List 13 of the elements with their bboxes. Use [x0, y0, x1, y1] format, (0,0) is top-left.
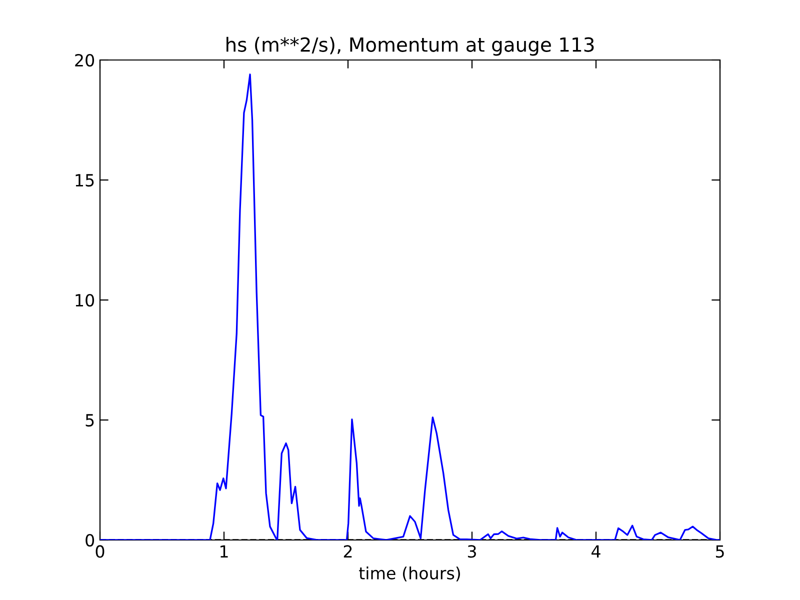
y-tick-label: 0	[86, 534, 94, 547]
x-tick-label: 3	[468, 545, 476, 558]
chart-title: hs (m**2/s), Momentum at gauge 113	[226, 36, 594, 56]
x-tick-label: 5	[716, 545, 724, 558]
y-tick-label: 20	[75, 54, 94, 67]
x-tick-label: 1	[220, 545, 228, 558]
x-tick-label: 0	[96, 545, 104, 558]
x-tick-label: 2	[344, 545, 352, 558]
y-tick-label: 15	[76, 174, 94, 187]
x-tick-label: 4	[592, 545, 600, 558]
x-axis-title: time (hours)	[359, 566, 460, 582]
y-tick-label: 5	[86, 414, 94, 427]
y-tick-label: 10	[76, 294, 94, 307]
